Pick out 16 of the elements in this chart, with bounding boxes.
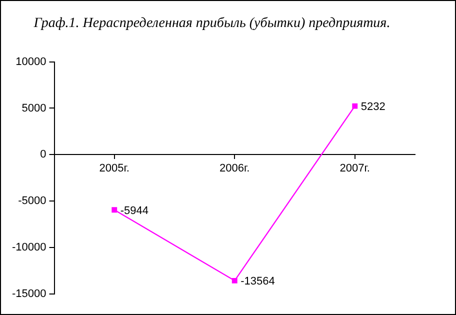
- data-label: -13564: [240, 276, 275, 288]
- y-tick-label: 10000: [16, 56, 46, 68]
- y-tick-label: -5000: [18, 195, 46, 208]
- x-tick-label: 2007г.: [340, 162, 370, 174]
- data-label: -5944: [120, 204, 149, 217]
- point: [352, 103, 358, 109]
- y-tick-label: -10000: [12, 242, 46, 254]
- x-tick-label: 2006г.: [220, 162, 250, 174]
- y-tick-label: 5000: [22, 102, 46, 114]
- data-label: 5232: [360, 101, 386, 114]
- x-tick-label: 2005г.: [99, 162, 130, 174]
- y-tick-label: -15000: [12, 288, 46, 300]
- y-tick-label: 0: [40, 148, 46, 161]
- point: [112, 207, 118, 213]
- point: [232, 278, 238, 284]
- chart-title: Граф.1. Нераспределенная прибыль (убытки) предприятия.: [32, 16, 390, 32]
